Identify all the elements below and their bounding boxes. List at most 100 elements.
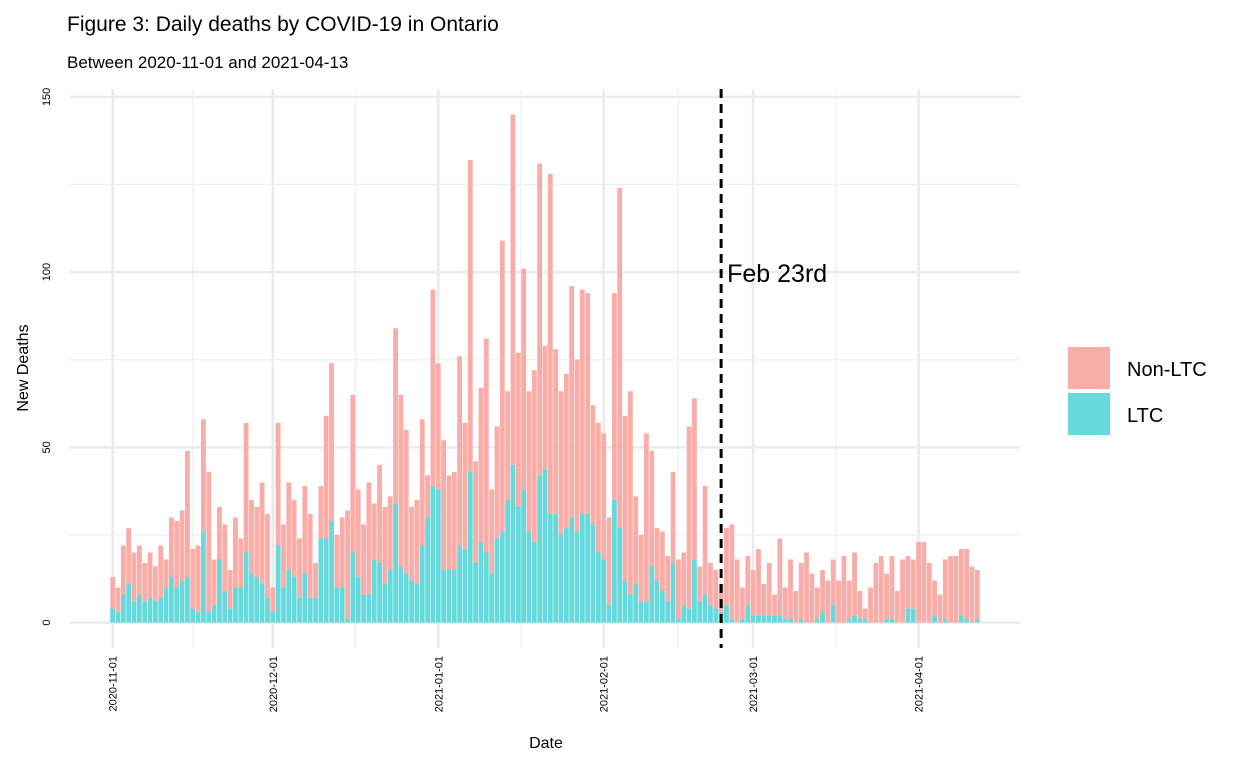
bar-segment: [462, 548, 468, 623]
bar-segment: [676, 559, 681, 620]
bar-segment: [297, 598, 302, 623]
bar-segment: [649, 566, 655, 623]
bar-segment: [681, 552, 687, 606]
bar-segment: [494, 426, 500, 539]
bar-segment: [430, 289, 436, 486]
bar-segment: [334, 534, 340, 588]
bar-segment: [644, 433, 649, 602]
legend-swatch: [1068, 393, 1110, 435]
bar-segment: [163, 559, 169, 588]
bar-segment: [681, 605, 687, 623]
bar-segment: [579, 289, 585, 514]
bar-segment: [702, 485, 708, 595]
bar-segment: [211, 605, 217, 623]
bar-segment: [724, 527, 729, 606]
bar-segment: [131, 601, 137, 623]
x-tick-label: 2021-03-01: [748, 656, 760, 712]
bar-segment: [457, 356, 463, 546]
bar-segment: [708, 563, 713, 606]
bar-segment: [499, 240, 505, 532]
bar-segment: [243, 422, 249, 553]
bar-segment: [270, 587, 276, 613]
bar-segment: [526, 531, 532, 623]
x-tick-label: 2020-11-01: [108, 656, 120, 711]
bar-segment: [830, 605, 836, 623]
bar-segment: [467, 471, 473, 623]
bar-segment: [905, 608, 911, 623]
bar-segment: [958, 548, 964, 616]
bar-segment: [147, 552, 153, 599]
bar-segment: [788, 559, 793, 620]
bar-segment: [169, 577, 174, 623]
bar-segment: [654, 580, 660, 623]
bar-segment: [926, 563, 932, 623]
bar-segment: [905, 556, 911, 609]
bar-segment: [350, 552, 356, 623]
bar-segment: [633, 496, 639, 585]
bar-segment: [206, 471, 212, 613]
bar-segment: [772, 615, 777, 623]
bar-segment: [611, 293, 617, 500]
bar-segment: [601, 433, 607, 560]
y-tick-label: 150: [41, 88, 53, 106]
bar-segment: [131, 552, 137, 602]
bar-segment: [462, 422, 468, 549]
bar-segment: [195, 545, 201, 613]
bar-segment: [665, 601, 671, 623]
bar-segment: [238, 587, 244, 623]
bar-segment: [857, 619, 863, 623]
bar-segment: [345, 510, 350, 620]
bar-segment: [270, 612, 276, 623]
bar-segment: [745, 605, 751, 623]
bar-segment: [190, 608, 196, 623]
bar-segment: [750, 570, 756, 616]
bar-segment: [964, 619, 970, 623]
y-tick-label: 0: [41, 620, 53, 626]
bar-segment: [782, 587, 788, 620]
bar-segment: [136, 594, 142, 623]
bar-segment: [174, 520, 180, 588]
bar-segment: [467, 159, 473, 472]
bar-segment: [451, 471, 457, 571]
bar-segment: [441, 440, 446, 571]
bar-segment: [617, 527, 623, 623]
bar-segment: [350, 394, 356, 553]
bar-segment: [483, 552, 489, 623]
bar-segment: [670, 563, 676, 623]
bar-segment: [553, 349, 559, 514]
bar-segment: [179, 510, 185, 581]
bar-segment: [660, 531, 665, 592]
bar-segment: [361, 594, 366, 623]
bar-segment: [798, 619, 804, 623]
bar-segment: [740, 619, 745, 623]
bar-segment: [120, 545, 126, 595]
bar-segment: [366, 482, 372, 595]
bar-segment: [110, 608, 116, 623]
bar-segment: [275, 545, 281, 623]
bar-segment: [483, 338, 489, 553]
bar-segment: [329, 363, 334, 521]
bar-segment: [355, 577, 361, 623]
bar-segment: [585, 513, 591, 623]
annotation-label: Feb 23rd: [727, 260, 827, 288]
bar-segment: [878, 556, 884, 623]
bar-segment: [590, 524, 596, 623]
bar-segment: [435, 363, 441, 490]
bar-segment: [217, 506, 222, 560]
bar-segment: [579, 513, 585, 623]
bar-segment: [307, 513, 313, 599]
bar-segment: [686, 426, 692, 609]
bar-segment: [249, 573, 254, 623]
bar-segment: [297, 538, 302, 599]
bar-segment: [152, 601, 158, 623]
bar-segment: [948, 556, 954, 623]
bar-segment: [638, 601, 644, 623]
bar-segment: [318, 485, 324, 539]
bar-segment: [654, 527, 660, 581]
bar-segment: [825, 580, 831, 623]
bar-segment: [740, 587, 745, 620]
bar-segment: [553, 513, 559, 623]
bar-segment: [537, 163, 543, 476]
bar-segment: [430, 485, 436, 623]
bar-segment: [644, 601, 649, 623]
